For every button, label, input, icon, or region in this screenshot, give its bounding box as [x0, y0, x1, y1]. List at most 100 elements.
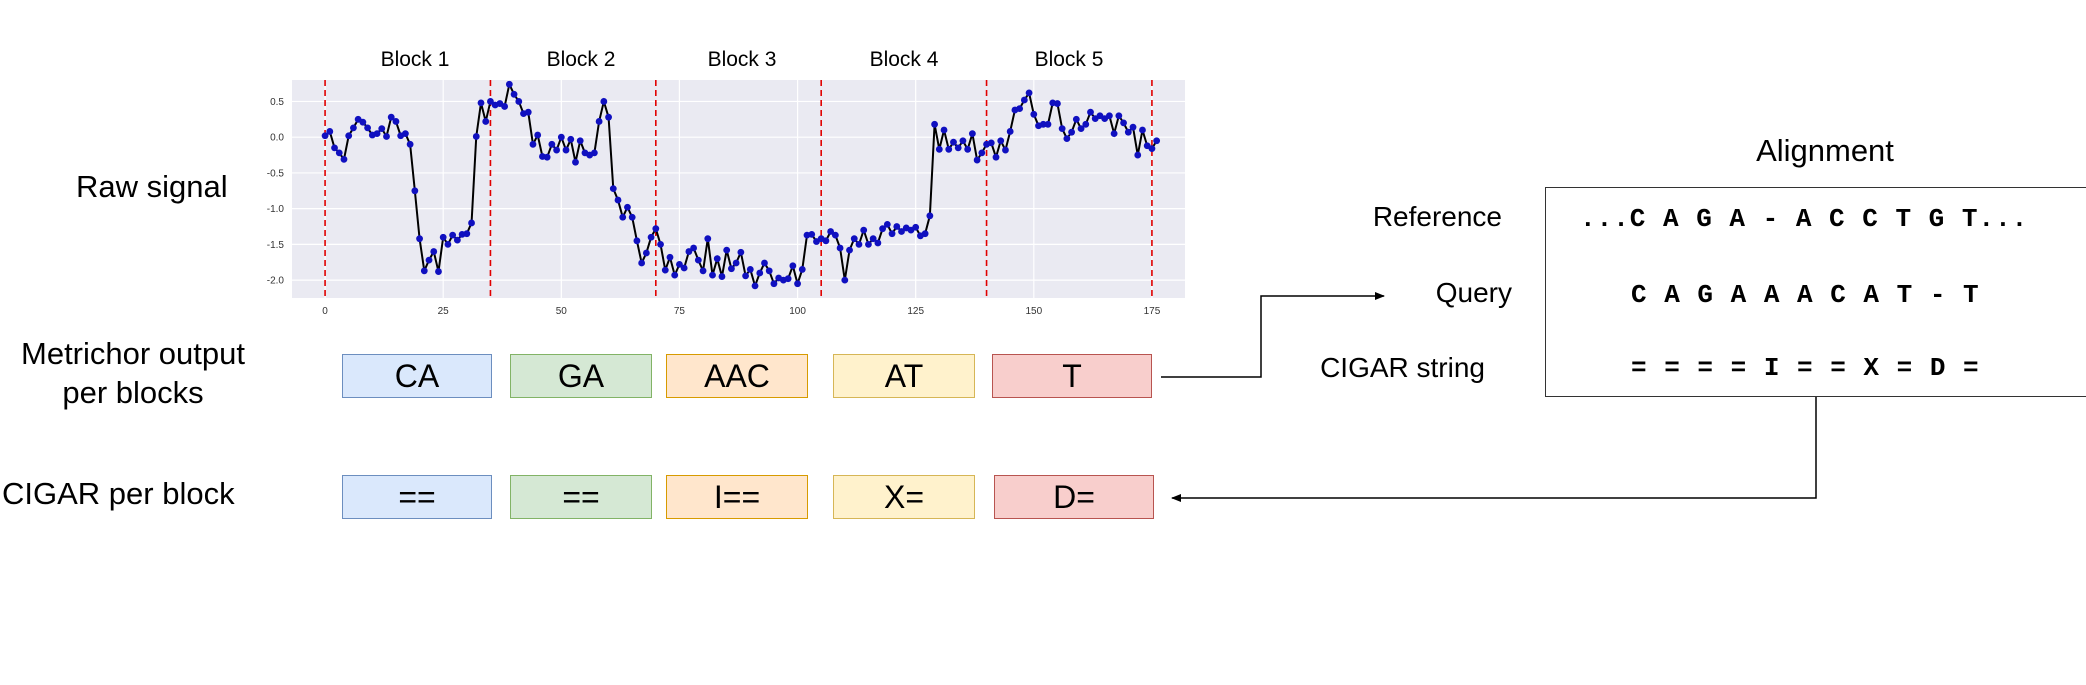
- signal-point: [968, 130, 976, 138]
- signal-point: [1044, 120, 1052, 128]
- cigar-string-sequence: = = = = I = = X = D =: [1631, 353, 1980, 383]
- signal-point: [439, 233, 447, 241]
- metrichor-output-box-5: T: [992, 354, 1152, 398]
- signal-point: [784, 275, 792, 283]
- signal-point: [378, 125, 386, 133]
- signal-point: [411, 187, 419, 195]
- signal-point: [401, 130, 409, 138]
- signal-point: [463, 230, 471, 238]
- signal-point: [529, 140, 537, 148]
- signal-point: [756, 269, 764, 277]
- signal-point: [865, 240, 872, 248]
- x-tick-label: 125: [907, 306, 924, 317]
- signal-point: [1124, 128, 1132, 136]
- signal-point: [732, 259, 740, 267]
- signal-point: [836, 244, 844, 252]
- block-title-5: Block 5: [1034, 48, 1104, 71]
- signal-point: [331, 144, 338, 152]
- signal-point: [841, 276, 849, 284]
- signal-point: [340, 155, 348, 163]
- signal-point: [912, 223, 920, 231]
- signal-point: [321, 132, 329, 140]
- signal-point: [737, 248, 745, 256]
- signal-point: [661, 266, 669, 274]
- signal-point: [364, 124, 371, 132]
- signal-point: [822, 237, 830, 245]
- signal-point: [770, 280, 778, 288]
- signal-point: [935, 145, 943, 153]
- signal-point: [1058, 125, 1066, 133]
- signal-point: [1148, 145, 1156, 153]
- alignment-box: [1545, 187, 2086, 397]
- signal-point: [524, 108, 532, 116]
- signal-point: [666, 253, 674, 261]
- signal-point: [728, 265, 735, 273]
- block-title-4: Block 4: [869, 48, 939, 71]
- signal-point: [1082, 120, 1090, 128]
- block-title-3: Block 3: [707, 48, 777, 71]
- x-tick-label: 100: [789, 306, 806, 317]
- signal-point: [477, 99, 485, 107]
- signal-point: [590, 149, 598, 157]
- signal-point: [534, 131, 542, 139]
- cigar-block-box-4: X=: [833, 475, 975, 519]
- signal-point: [1030, 110, 1038, 118]
- signal-point: [557, 133, 565, 141]
- signal-point: [883, 220, 891, 228]
- signal-point: [831, 231, 839, 239]
- signal-point: [619, 213, 627, 221]
- signal-point: [505, 80, 513, 88]
- signal-point: [761, 259, 768, 267]
- x-tick-label: 0: [322, 306, 328, 317]
- signal-point: [676, 261, 683, 268]
- signal-point: [798, 266, 806, 273]
- x-tick-label: 150: [1025, 306, 1042, 317]
- signal-point: [987, 139, 995, 147]
- signal-point: [657, 240, 664, 248]
- signal-point: [959, 137, 967, 145]
- signal-point: [713, 255, 721, 263]
- signal-point: [1068, 128, 1076, 136]
- signal-point: [543, 153, 551, 161]
- signal-point: [1016, 105, 1024, 112]
- signal-point: [562, 146, 570, 154]
- signal-point: [694, 256, 702, 264]
- signal-point: [680, 264, 688, 272]
- x-tick-label: 75: [674, 306, 686, 317]
- signal-point: [501, 103, 509, 110]
- arrow-alignment-to-cigar-blocks: [1171, 397, 1817, 502]
- signal-point: [1002, 146, 1009, 154]
- signal-point: [893, 223, 901, 230]
- y-tick-label: 0.0: [270, 133, 284, 144]
- signal-point: [359, 118, 367, 126]
- signal-point: [945, 145, 953, 153]
- metrichor-output-label-line2: per blocks: [62, 374, 204, 410]
- signal-point: [453, 236, 461, 244]
- signal-point: [1110, 130, 1118, 138]
- signal-point: [1054, 100, 1061, 107]
- signal-point: [383, 133, 390, 140]
- y-tick-label: -1.5: [267, 240, 285, 251]
- signal-point: [335, 149, 343, 157]
- signal-point: [888, 230, 896, 238]
- metrichor-output-label: Metrichor output per blocks: [12, 335, 254, 413]
- signal-point: [964, 145, 972, 153]
- signal-point: [997, 137, 1005, 145]
- signal-point: [1006, 128, 1014, 135]
- signal-point: [789, 262, 797, 270]
- y-tick-label: -1.0: [267, 204, 285, 215]
- alignment-title: Alignment: [1756, 133, 1894, 168]
- signal-point: [510, 90, 518, 98]
- raw-signal-chart: 0 25 50 75 100 125 150 175 0.5 0.0 -0.5 -1.0 -1.5 -2.…: [267, 80, 1185, 317]
- signal-point: [699, 267, 707, 275]
- signal-point: [392, 118, 400, 125]
- signal-point: [973, 156, 981, 164]
- signal-point: [954, 144, 962, 152]
- signal-point: [921, 230, 929, 238]
- signal-point: [614, 196, 622, 204]
- signal-point: [1063, 135, 1071, 143]
- signal-point: [406, 140, 414, 148]
- signal-point: [472, 133, 480, 140]
- query-label: Query: [1435, 277, 1512, 308]
- x-tick-label: 175: [1144, 306, 1161, 317]
